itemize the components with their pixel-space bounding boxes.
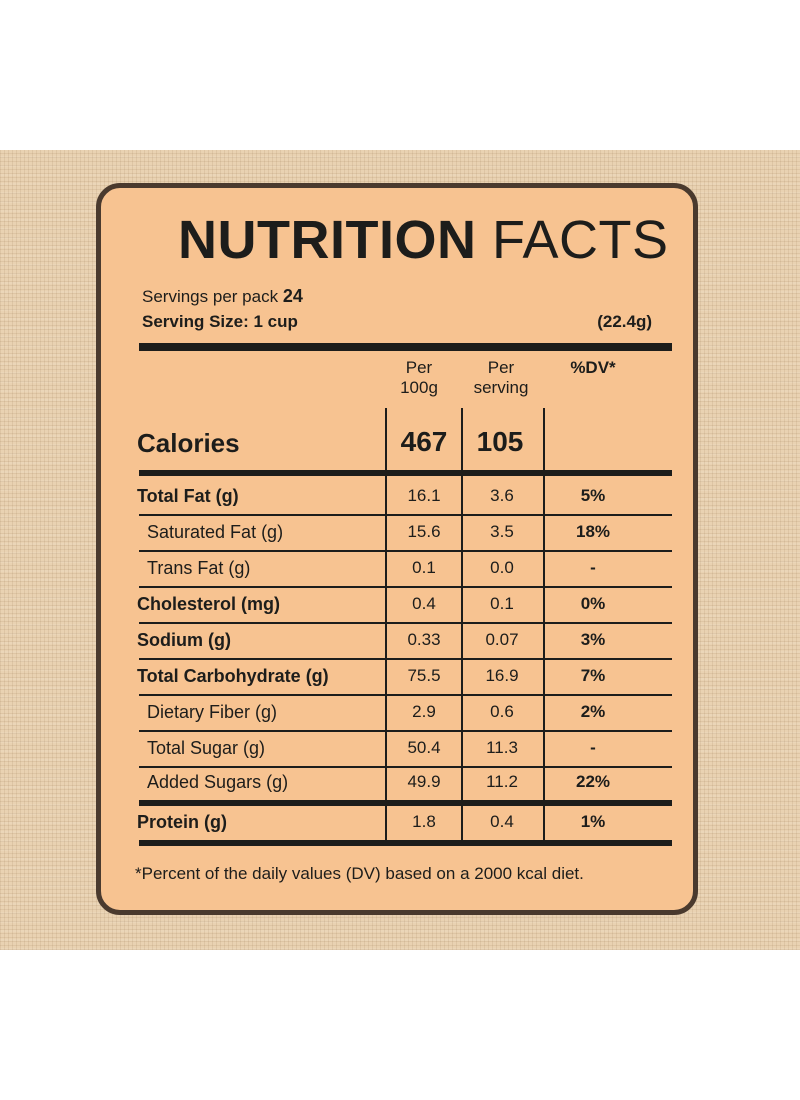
value-per-100g: 0.33 [407,630,441,649]
calories-per-serving: 105 [476,426,524,457]
nutrient-label: Saturated Fat (g) [147,522,284,542]
footnote: *Percent of the daily values (DV) based … [135,864,584,883]
nutrient-label: Added Sugars (g) [147,772,289,792]
table-row: Added Sugars (g) 49.9 11.2 22% [101,764,693,800]
column-divider [385,408,387,470]
nutrient-label: Total Sugar (g) [147,738,266,758]
column-divider [385,806,387,840]
column-header-dv: %DV* [570,358,616,377]
value-per-serving: 0.07 [485,630,519,649]
servings-value: 24 [282,286,303,306]
column-header-per-serving: Per serving [461,358,541,398]
title-light: FACTS [491,210,669,270]
value-per-100g: 0.1 [412,558,436,577]
rule-thick-calories [139,470,672,476]
table-row: Total Sugar (g) 50.4 11.3 - [101,730,693,766]
rule-thick-protein [139,800,672,806]
column-header-line: Per [487,358,515,377]
table-row: Trans Fat (g) 0.1 0.0 - [101,550,693,586]
row-divider [139,730,672,732]
value-per-100g: 16.1 [407,486,441,505]
column-divider [543,806,545,840]
value-per-100g: 0.4 [412,594,436,613]
value-per-serving: 3.5 [490,522,514,541]
value-per-serving: 11.2 [486,772,518,791]
rule-thick-top [139,343,672,351]
value-per-serving: 0.6 [490,702,514,721]
value-dv: 1% [580,812,606,831]
value-dv: - [590,738,596,757]
servings-per-pack: Servings per pack 24 [142,286,303,307]
value-dv: 18% [575,522,611,541]
rule-thick-bottom [139,840,672,846]
nutrition-facts-panel: NUTRITION FACTS Servings per pack 24 Ser… [96,183,698,915]
row-divider [139,550,672,552]
table-row: Total Fat (g) 16.1 3.6 5% [101,478,693,514]
value-per-100g: 50.4 [407,738,441,757]
table-row: Sodium (g) 0.33 0.07 3% [101,622,693,658]
column-header-per-100g: Per 100g [379,358,459,398]
nutrient-label: Total Fat (g) [137,486,239,506]
column-divider [543,408,545,470]
row-divider [139,514,672,516]
value-dv: 0% [580,594,606,613]
value-dv: 7% [580,666,606,685]
table-row: Cholesterol (mg) 0.4 0.1 0% [101,586,693,622]
serving-size-label: Serving Size: 1 cup [142,312,298,331]
value-per-serving: 0.1 [490,594,514,613]
table-row: Saturated Fat (g) 15.6 3.5 18% [101,514,693,550]
nutrient-label: Trans Fat (g) [147,558,251,578]
value-per-serving: 3.6 [490,486,514,505]
value-per-100g: 2.9 [412,702,436,721]
table-row: Total Carbohydrate (g) 75.5 16.9 7% [101,658,693,694]
value-per-serving: 0.4 [490,812,514,831]
row-divider [139,694,672,696]
nutrient-label: Protein (g) [137,812,227,832]
value-per-100g: 15.6 [407,522,441,541]
value-dv: 22% [575,772,611,791]
nutrient-label: Cholesterol (mg) [137,594,281,614]
serving-size-grams: (22.4g) [597,312,652,331]
value-per-serving: 0.0 [490,558,514,577]
column-header-line: 100g [400,378,438,397]
row-divider [139,766,672,768]
panel-title: NUTRITION FACTS [178,210,669,270]
column-divider [461,476,463,800]
servings-label: Servings per pack [142,287,279,306]
column-divider [461,408,463,470]
value-dv: - [590,558,596,577]
nutrient-label: Sodium (g) [137,630,231,650]
column-divider [385,476,387,800]
column-divider [461,806,463,840]
nutrient-label: Total Carbohydrate (g) [137,666,329,686]
title-bold: NUTRITION [178,210,477,270]
value-dv: 5% [580,486,606,505]
calories-label: Calories [137,428,240,458]
value-per-100g: 1.8 [412,812,436,831]
column-header-line: serving [473,378,529,397]
value-per-serving: 11.3 [486,738,518,757]
row-divider [139,658,672,660]
nutrient-label: Dietary Fiber (g) [147,702,278,722]
row-divider [139,622,672,624]
value-per-serving: 16.9 [485,666,519,685]
value-dv: 2% [580,702,606,721]
table-row: Dietary Fiber (g) 2.9 0.6 2% [101,694,693,730]
value-per-100g: 75.5 [407,666,441,685]
column-header-line: Per [405,358,433,377]
row-divider [139,586,672,588]
table-row: Protein (g) 1.8 0.4 1% [101,804,693,840]
calories-per-100g: 467 [400,426,448,457]
value-per-100g: 49.9 [407,772,441,791]
column-divider [543,476,545,800]
value-dv: 3% [580,630,606,649]
